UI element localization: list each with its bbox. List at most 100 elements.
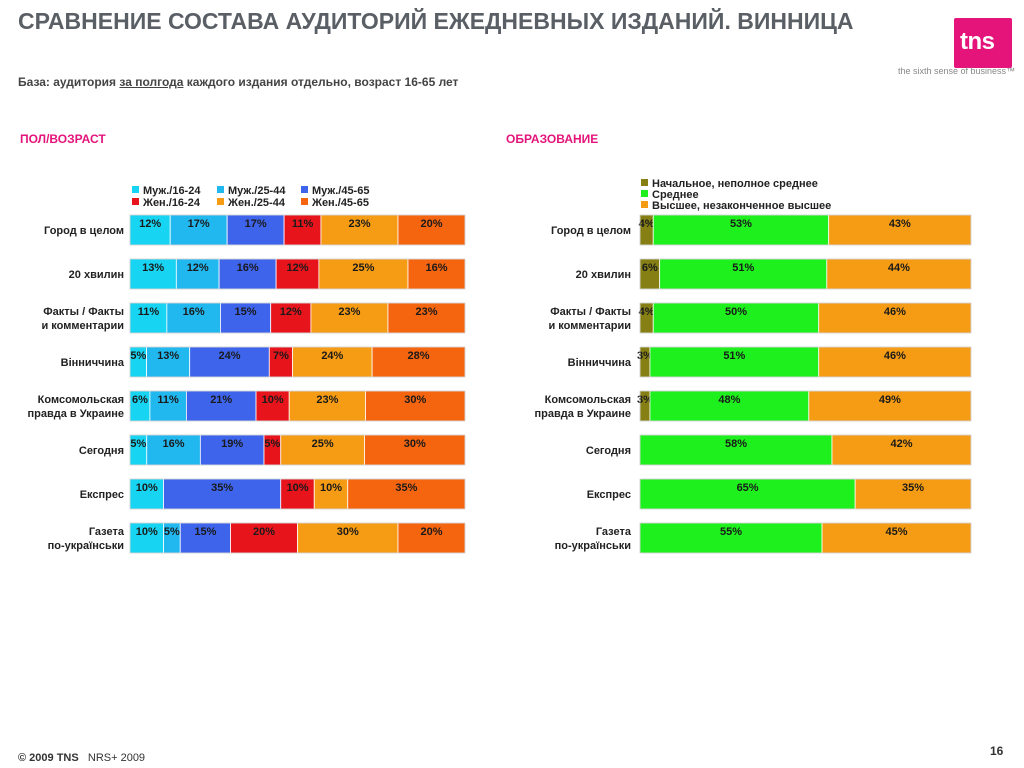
legend-swatch — [301, 186, 308, 193]
category-label: Сегодня — [586, 445, 631, 457]
bar-segment — [270, 302, 312, 334]
category-label: Вінниччина — [568, 357, 632, 369]
data-label: 5% — [164, 526, 180, 538]
data-label: 5% — [130, 350, 146, 362]
data-label: 19% — [221, 438, 243, 450]
bar-segment — [652, 302, 820, 334]
data-label: 24% — [321, 350, 343, 362]
bar-segment — [275, 258, 320, 290]
data-label: 10% — [286, 482, 308, 494]
data-label: 12% — [286, 262, 308, 274]
data-label: 13% — [142, 262, 164, 274]
data-label: 5% — [264, 438, 280, 450]
category-label: 20 хвилин — [576, 269, 631, 281]
bar-segment — [313, 478, 349, 510]
data-label: 15% — [194, 526, 216, 538]
bar-segment — [639, 478, 856, 510]
bar-outline — [639, 346, 972, 378]
bar-segment — [649, 390, 810, 422]
data-label: 30% — [404, 438, 426, 450]
legend-item: Начальное, неполное среднее — [641, 178, 818, 190]
data-label: 4% — [639, 306, 655, 318]
legend-label: Среднее — [652, 189, 699, 201]
brand-tagline: the sixth sense of business™ — [897, 66, 1015, 76]
bar-segment — [129, 522, 164, 554]
category-label: Газета по-українськи — [48, 526, 125, 552]
legend-item: Жен./45-65 — [301, 197, 369, 209]
data-label: 10% — [136, 526, 158, 538]
bar-segment — [320, 214, 399, 246]
data-label: 12% — [187, 262, 209, 274]
data-label: 25% — [312, 438, 334, 450]
bar-outline — [129, 302, 466, 334]
category-label: Газета по-українськи — [555, 526, 632, 552]
bar-segment — [831, 434, 972, 466]
chart-gender-age: Город в целом 12% 17% 17% 11% 23% 20% 20 хвилин… — [27, 214, 466, 554]
legend-swatch — [301, 198, 308, 205]
category-label: Комсомольская правда в Украине — [534, 394, 631, 420]
legend-label: Муж./25-44 — [228, 185, 286, 197]
legend-item: Муж./25-44 — [217, 185, 285, 197]
category-label: Факты / Факты и комментарии — [548, 306, 631, 332]
data-label: 46% — [884, 306, 906, 318]
data-label: 10% — [262, 394, 284, 406]
data-label: 51% — [732, 262, 754, 274]
category-label: 20 хвилин — [69, 269, 124, 281]
bar-segment — [818, 302, 972, 334]
category-label: Експрес — [80, 489, 124, 501]
legend-label: Высшее, незаконченное высшее — [652, 200, 832, 212]
bar-segment — [185, 390, 257, 422]
bar-segment — [407, 258, 466, 290]
bar-segment — [146, 346, 191, 378]
data-label: 25% — [352, 262, 374, 274]
bar-segment — [163, 478, 282, 510]
category-label: Город в целом — [44, 225, 124, 237]
legend-swatch — [132, 186, 139, 193]
legend-item: Высшее, незаконченное высшее — [641, 200, 831, 212]
data-source: NRS+ 2009 — [87, 752, 146, 764]
bar-segment — [218, 258, 277, 290]
data-label: 23% — [316, 394, 338, 406]
copyright: © 2009 TNS — [18, 752, 79, 764]
data-label: 16% — [183, 306, 205, 318]
bar-segment — [818, 346, 972, 378]
data-label: 11% — [292, 218, 314, 230]
data-label: 20% — [420, 526, 442, 538]
data-label: 6% — [132, 394, 148, 406]
bar-segment — [129, 258, 177, 290]
bar-segment — [365, 390, 466, 422]
bar-segment — [652, 214, 830, 246]
data-label: 13% — [157, 350, 179, 362]
legend-label: Жен./45-65 — [312, 197, 369, 209]
bar-segment — [288, 390, 366, 422]
bar-outline — [639, 214, 972, 246]
category-label: Експрес — [587, 489, 631, 501]
data-label: 55% — [720, 526, 742, 538]
bar-outline — [129, 214, 466, 246]
base-period: за полгода — [119, 75, 184, 89]
data-label: 50% — [725, 306, 747, 318]
bar-segment — [230, 522, 298, 554]
bar-outline — [639, 390, 972, 422]
legend-item: Жен./16-24 — [132, 197, 200, 209]
bar-segment — [397, 214, 466, 246]
bar-outline — [639, 522, 972, 554]
bar-segment — [649, 346, 820, 378]
bar-segment — [292, 346, 373, 378]
legend-item: Муж./16-24 — [132, 185, 200, 197]
data-label: 12% — [280, 306, 302, 318]
data-label: 30% — [404, 394, 426, 406]
legend-swatch — [641, 190, 648, 197]
data-label: 10% — [136, 482, 158, 494]
data-label: 42% — [890, 438, 912, 450]
data-label: 16% — [237, 262, 259, 274]
data-label: 49% — [879, 394, 901, 406]
data-label: 12% — [139, 218, 161, 230]
data-label: 15% — [235, 306, 257, 318]
data-label: 35% — [211, 482, 233, 494]
section-title-education: ОБРАЗОВАНИЕ — [506, 132, 599, 146]
data-label: 30% — [337, 526, 359, 538]
category-label: Комсомольская правда в Украине — [27, 394, 124, 420]
category-label: Город в целом — [551, 225, 631, 237]
